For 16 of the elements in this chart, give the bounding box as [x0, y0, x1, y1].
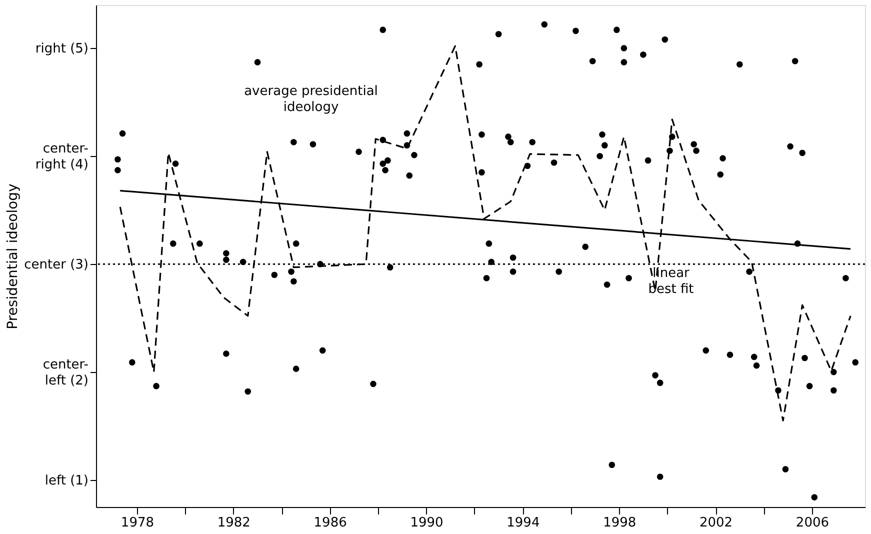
x-tick-label: 2002 — [699, 516, 733, 530]
y-tick-label: center- left (2) — [42, 358, 89, 389]
x-tick-label: 1990 — [410, 516, 444, 530]
y-tick-label: left (1) — [44, 474, 88, 489]
x-tick-label: 1978 — [120, 516, 154, 530]
y-tick-label: center- right (4) — [35, 142, 89, 173]
x-tick-label: 1982 — [217, 516, 250, 530]
y-axis-title: Presidential ideology — [5, 184, 22, 330]
x-tick-label: 1986 — [314, 516, 347, 530]
y-tick-label: right (5) — [35, 42, 88, 57]
y-tick-label: center (3) — [24, 258, 88, 273]
annotation: linear best fit — [648, 266, 694, 297]
x-tick-label: 1994 — [506, 516, 540, 530]
annotation: average presidential ideology — [244, 84, 378, 115]
x-tick-label: 1998 — [603, 516, 636, 530]
x-tick-label: 2006 — [796, 516, 830, 530]
